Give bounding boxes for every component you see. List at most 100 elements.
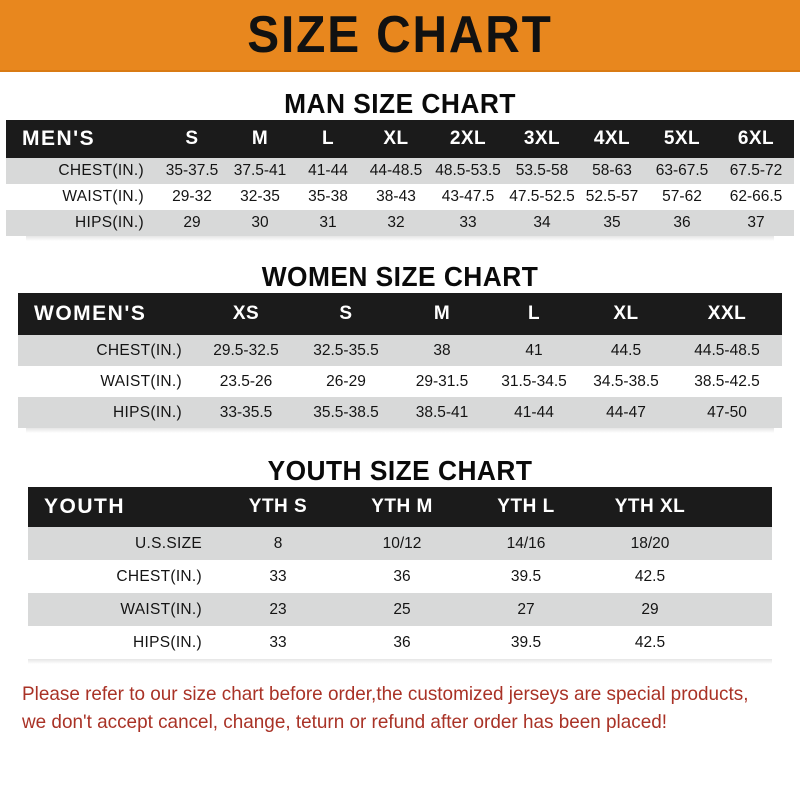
youth-row-1-val-0: 33 (269, 567, 287, 585)
women-size-col-3: L (527, 303, 541, 324)
man-row-2-label: HIPS(IN.) (74, 214, 144, 231)
man-row-1-val-2: 35-38 (308, 188, 348, 205)
man-table-wrapper: MEN'S S M L XL 2XL 3XL 4XL 5XL 6XL CHEST… (0, 120, 800, 236)
table-row: HIPS(IN.) 33-35.5 35.5-38.5 38.5-41 41-4… (18, 397, 782, 428)
man-row-1-val-5: 47.5-52.5 (509, 188, 575, 205)
man-size-col-0: S (185, 128, 199, 149)
man-row-0-val-3: 44-48.5 (369, 162, 423, 179)
youth-row-1-val-2: 39.5 (510, 567, 542, 585)
women-row-1-val-2: 29-31.5 (415, 372, 469, 390)
man-size-col-1: M (251, 128, 269, 149)
man-row-2-val-8: 37 (747, 214, 765, 231)
man-row-1-val-0: 29-32 (172, 188, 212, 205)
man-row-1-val-8: 62-66.5 (729, 188, 783, 205)
women-header-label: WOMEN'S (34, 302, 147, 325)
man-size-col-8: 6XL (737, 128, 775, 149)
youth-row-1-label: CHEST(IN.) (116, 567, 202, 585)
man-row-2-val-0: 29 (183, 214, 201, 231)
man-section-title: MAN SIZE CHART (284, 88, 516, 119)
man-row-2-val-7: 36 (673, 214, 691, 231)
table-row: U.S.SIZE 8 10/12 14/16 18/20 (28, 527, 772, 560)
man-row-2-val-4: 33 (459, 214, 477, 231)
youth-header-spacer (712, 487, 772, 527)
women-row-0-val-4: 44.5 (610, 341, 642, 359)
women-row-1-val-5: 38.5-42.5 (694, 372, 760, 390)
women-section-title: WOMEN SIZE CHART (261, 261, 539, 292)
women-table-wrapper: WOMEN'S XS S M L XL XXL CHEST(IN.) 29.5-… (0, 293, 800, 428)
women-size-col-5: XXL (707, 303, 747, 324)
youth-table-header-row: YOUTH YTH S YTH M YTH L YTH XL (28, 487, 772, 527)
youth-row-3-val-3: 42.5 (634, 633, 666, 651)
women-row-1-val-1: 26-29 (326, 372, 366, 390)
man-header-label: MEN'S (22, 127, 96, 150)
order-policy-notice: Please refer to our size chart before or… (22, 680, 755, 737)
man-size-col-4: 2XL (449, 128, 487, 149)
youth-row-3-val-1: 36 (393, 633, 411, 651)
man-row-1-label: WAIST(IN.) (62, 188, 144, 205)
man-size-col-7: 5XL (663, 128, 701, 149)
women-row-2-val-0: 33-35.5 (219, 403, 273, 421)
women-table-header-row: WOMEN'S XS S M L XL XXL (18, 293, 782, 335)
youth-table-shadow (0, 659, 800, 664)
man-row-2-val-5: 34 (533, 214, 551, 231)
man-size-col-6: 4XL (593, 128, 631, 149)
man-row-1-val-3: 38-43 (376, 188, 416, 205)
youth-row-2-label: WAIST(IN.) (120, 600, 202, 618)
women-row-0-val-3: 41 (525, 341, 543, 359)
women-row-1-val-4: 34.5-38.5 (593, 372, 659, 390)
women-row-0-label: CHEST(IN.) (96, 341, 182, 359)
youth-row-1-val-3: 42.5 (634, 567, 666, 585)
man-row-0-val-1: 37.5-41 (233, 162, 287, 179)
women-row-0-val-1: 32.5-35.5 (313, 341, 379, 359)
women-row-2-val-3: 41-44 (514, 403, 554, 421)
man-row-2-val-6: 35 (603, 214, 621, 231)
women-row-0-val-2: 38 (433, 341, 451, 359)
page-title: SIZE CHART (247, 6, 553, 64)
man-row-0-val-8: 67.5-72 (729, 162, 783, 179)
youth-row-1-spacer (712, 560, 772, 593)
women-size-col-4: XL (613, 303, 639, 324)
table-row: HIPS(IN.) 33 36 39.5 42.5 (28, 626, 772, 659)
women-row-2-val-2: 38.5-41 (415, 403, 469, 421)
women-size-table: WOMEN'S XS S M L XL XXL CHEST(IN.) 29.5-… (18, 293, 782, 428)
youth-header-label: YOUTH (44, 495, 125, 518)
women-size-col-2: M (433, 303, 451, 324)
youth-row-2-val-1: 25 (393, 600, 411, 618)
man-size-table: MEN'S S M L XL 2XL 3XL 4XL 5XL 6XL CHEST… (6, 120, 794, 236)
man-row-2-val-3: 32 (387, 214, 405, 231)
youth-size-col-2: YTH L (497, 496, 555, 517)
women-row-2-val-4: 44-47 (606, 403, 646, 421)
man-row-1-val-4: 43-47.5 (441, 188, 495, 205)
women-row-2-label: HIPS(IN.) (112, 403, 182, 421)
table-row: CHEST(IN.) 33 36 39.5 42.5 (28, 560, 772, 593)
youth-row-3-label: HIPS(IN.) (132, 633, 202, 651)
youth-size-table: YOUTH YTH S YTH M YTH L YTH XL U.S.SIZE … (28, 487, 772, 659)
man-size-col-3: XL (383, 128, 409, 149)
youth-row-2-val-3: 29 (641, 600, 659, 618)
youth-row-2-val-0: 23 (269, 600, 287, 618)
man-row-2-val-1: 30 (251, 214, 269, 231)
table-row: WAIST(IN.) 23 25 27 29 (28, 593, 772, 626)
man-table-shadow (0, 236, 800, 241)
table-row: WAIST(IN.) 29-32 32-35 35-38 38-43 43-47… (6, 184, 794, 210)
man-size-col-2: L (321, 128, 335, 149)
women-row-0-val-5: 44.5-48.5 (694, 341, 760, 359)
youth-size-col-0: YTH S (248, 496, 308, 517)
youth-row-3-val-2: 39.5 (510, 633, 542, 651)
youth-row-3-val-0: 33 (269, 633, 287, 651)
youth-row-0-val-0: 8 (273, 534, 283, 552)
notice-line-2: we don't accept cancel, change, teturn o… (22, 711, 668, 734)
man-row-0-val-0: 35-37.5 (165, 162, 219, 179)
youth-row-1-val-1: 36 (393, 567, 411, 585)
man-row-0-val-5: 53.5-58 (515, 162, 569, 179)
man-row-0-val-2: 41-44 (308, 162, 348, 179)
women-row-2-val-5: 47-50 (707, 403, 747, 421)
page-banner: SIZE CHART (0, 0, 800, 72)
youth-table-wrapper: YOUTH YTH S YTH M YTH L YTH XL U.S.SIZE … (0, 487, 800, 659)
youth-row-0-val-3: 18/20 (630, 534, 670, 552)
man-row-0-val-6: 58-63 (592, 162, 632, 179)
man-row-0-val-7: 63-67.5 (655, 162, 709, 179)
women-table-shadow (0, 428, 800, 433)
youth-row-0-spacer (712, 527, 772, 560)
